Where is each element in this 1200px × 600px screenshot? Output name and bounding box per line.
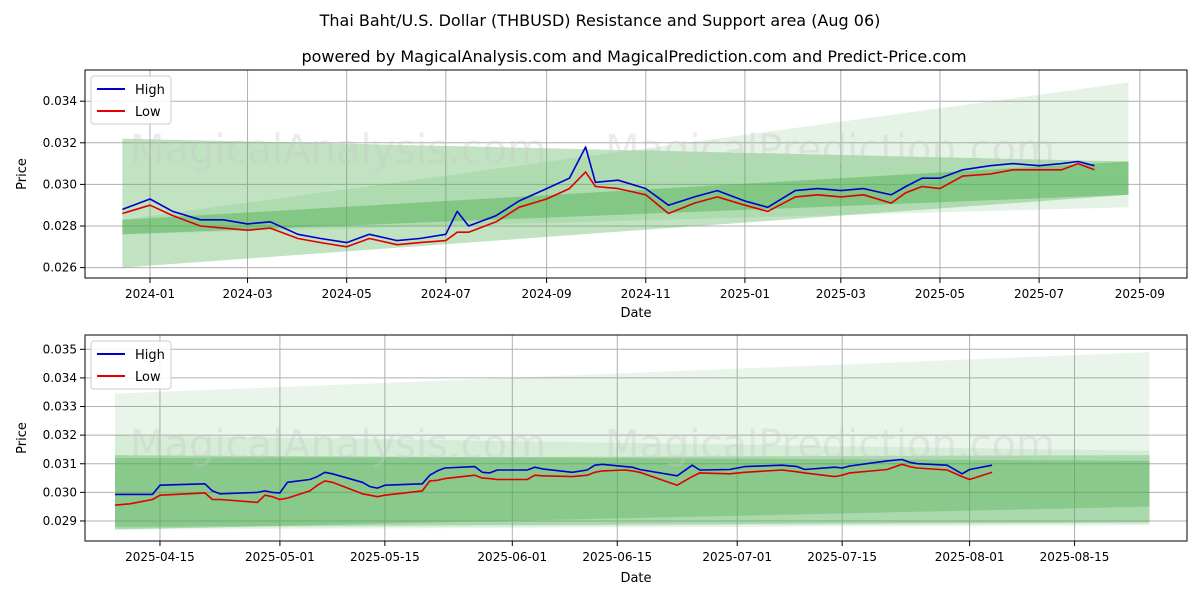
y-tick-label: 0.030 bbox=[43, 177, 77, 191]
y-tick-label: 0.029 bbox=[43, 514, 77, 528]
y-axis-label: Price bbox=[15, 422, 30, 454]
x-tick-label: 2024-09 bbox=[522, 287, 572, 301]
legend-label-low: Low bbox=[135, 370, 161, 385]
legend: High Low bbox=[90, 75, 172, 125]
x-tick-label: 2025-05 bbox=[915, 287, 965, 301]
bottom-chart-panel: MagicalAnalysis.com MagicalPrediction.com… bbox=[15, 334, 1188, 586]
y-tick-label: 0.030 bbox=[43, 485, 77, 499]
x-tick-label: 2025-03 bbox=[816, 287, 866, 301]
legend-label-low: Low bbox=[135, 105, 161, 120]
x-tick-label: 2025-08-01 bbox=[935, 550, 1005, 564]
legend: High Low bbox=[90, 340, 172, 390]
x-tick-label: 2024-07 bbox=[421, 287, 471, 301]
top-chart-panel: MagicalAnalysis.com MagicalPrediction.com… bbox=[15, 69, 1188, 321]
chart-subtitle: powered by MagicalAnalysis.com and Magic… bbox=[301, 47, 966, 66]
series-line-low bbox=[114, 463, 993, 506]
band-3 bbox=[114, 435, 1150, 529]
band-1 bbox=[114, 455, 1150, 527]
series-line-low bbox=[122, 162, 1095, 248]
x-tick-label: 2025-09 bbox=[1115, 287, 1165, 301]
y-tick-label: 0.033 bbox=[43, 400, 77, 414]
x-tick-label: 2025-05-15 bbox=[350, 550, 420, 564]
y-tick-label: 0.032 bbox=[43, 136, 77, 150]
plot-frame bbox=[84, 334, 1188, 542]
x-axis-label: Date bbox=[620, 571, 651, 586]
x-tick-label: 2025-06-01 bbox=[477, 550, 547, 564]
band-2 bbox=[114, 352, 1150, 530]
series-line-high bbox=[122, 146, 1095, 244]
x-tick-label: 2025-05-01 bbox=[245, 550, 315, 564]
y-tick-label: 0.031 bbox=[43, 457, 77, 471]
plot-frame bbox=[84, 69, 1188, 279]
x-tick-label: 2025-07-01 bbox=[702, 550, 772, 564]
x-tick-label: 2024-11 bbox=[621, 287, 671, 301]
y-tick-label: 0.034 bbox=[43, 94, 77, 108]
x-tick-label: 2024-05 bbox=[322, 287, 372, 301]
band-group bbox=[122, 82, 1129, 268]
x-tick-label: 2025-06-15 bbox=[582, 550, 652, 564]
legend-label-high: High bbox=[135, 348, 165, 363]
y-axis-label: Price bbox=[15, 158, 30, 190]
legend-label-high: High bbox=[135, 83, 165, 98]
chart-title: Thai Baht/U.S. Dollar (THBUSD) Resistanc… bbox=[319, 11, 881, 30]
x-tick-label: 2024-03 bbox=[222, 287, 272, 301]
x-tick-label: 2025-07 bbox=[1014, 287, 1064, 301]
x-tick-label: 2025-07-15 bbox=[807, 550, 877, 564]
watermark-prediction: MagicalPrediction.com bbox=[605, 127, 1055, 173]
band-0 bbox=[114, 455, 1150, 530]
x-axis-label: Date bbox=[620, 306, 651, 321]
watermark-prediction: MagicalPrediction.com bbox=[605, 422, 1055, 468]
y-tick-label: 0.035 bbox=[43, 342, 77, 356]
x-tick-label: 2025-04-15 bbox=[125, 550, 195, 564]
series-line-high bbox=[115, 458, 993, 496]
y-tick-label: 0.032 bbox=[43, 428, 77, 442]
y-tick-label: 0.028 bbox=[43, 219, 77, 233]
watermark-analysis: MagicalAnalysis.com bbox=[130, 127, 546, 173]
x-tick-label: 2025-01 bbox=[720, 287, 770, 301]
band-2 bbox=[122, 82, 1129, 235]
band-1 bbox=[122, 161, 1129, 235]
y-tick-label: 0.026 bbox=[43, 261, 77, 275]
y-tick-label: 0.034 bbox=[43, 371, 77, 385]
watermark-analysis: MagicalAnalysis.com bbox=[130, 422, 546, 468]
x-tick-label: 2024-01 bbox=[125, 287, 175, 301]
band-group bbox=[114, 352, 1150, 530]
x-tick-label: 2025-08-15 bbox=[1040, 550, 1110, 564]
